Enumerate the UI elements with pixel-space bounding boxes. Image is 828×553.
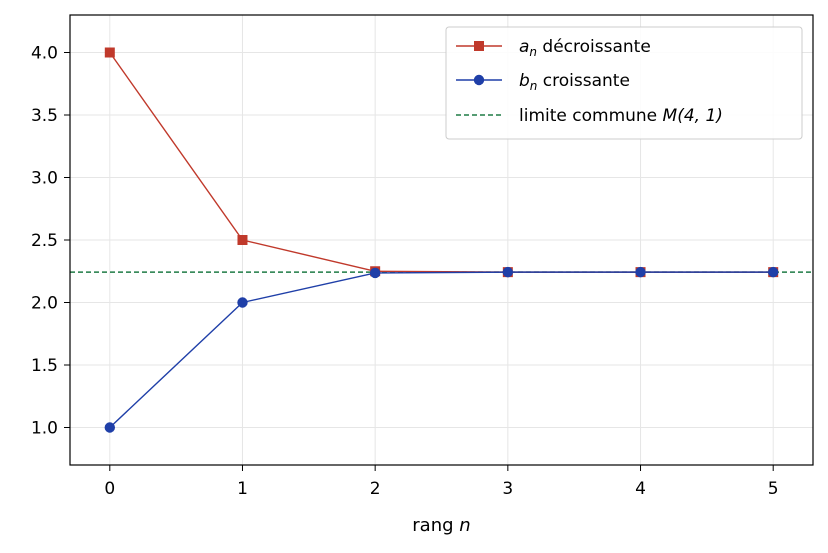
legend-label-a: an décroissante (519, 37, 651, 59)
y-tick-label: 3.5 (31, 106, 58, 126)
legend-marker-b (473, 74, 485, 86)
y-tick-label: 1.5 (31, 356, 58, 376)
legend-label-b: bn croissante (519, 71, 630, 93)
y-tick-label: 3.0 (31, 169, 58, 189)
plot-area (70, 47, 813, 433)
point-a-0 (104, 47, 115, 58)
y-tick-label: 1.0 (31, 419, 58, 439)
point-b-5 (767, 266, 779, 278)
x-axis-label-text: rang (412, 515, 459, 536)
point-b-3 (502, 266, 514, 278)
point-a-1 (237, 235, 248, 245)
y-tick-label: 2.5 (31, 231, 58, 251)
legend-label-limite: limite commune M(4, 1) (519, 106, 723, 126)
x-tick-label: 0 (104, 479, 115, 499)
x-tick-label: 5 (768, 479, 779, 499)
y-tick-label: 4.0 (31, 44, 58, 64)
x-tick-label: 3 (502, 479, 513, 499)
x-axis-label-var: n (459, 515, 470, 536)
legend-marker-a (474, 41, 484, 51)
legend-box (445, 26, 803, 140)
legend: an décroissante bn croissante limite commu… (445, 26, 803, 140)
point-b-4 (635, 266, 646, 278)
point-b-2 (369, 267, 381, 279)
point-b-0 (104, 422, 116, 433)
point-b-1 (237, 297, 248, 308)
x-tick-label: 1 (237, 479, 248, 499)
x-tick-label: 4 (635, 479, 646, 499)
x-tick-label: 2 (370, 479, 381, 499)
series-line-b (109, 271, 774, 429)
x-axis-label: rang n (412, 515, 470, 536)
y-tick-label: 2.0 (31, 294, 58, 314)
axis-ticks: 0 1 2 3 4 5 1.0 1.5 2.0 2.5 3.0 3.5 4.0 (31, 44, 779, 500)
